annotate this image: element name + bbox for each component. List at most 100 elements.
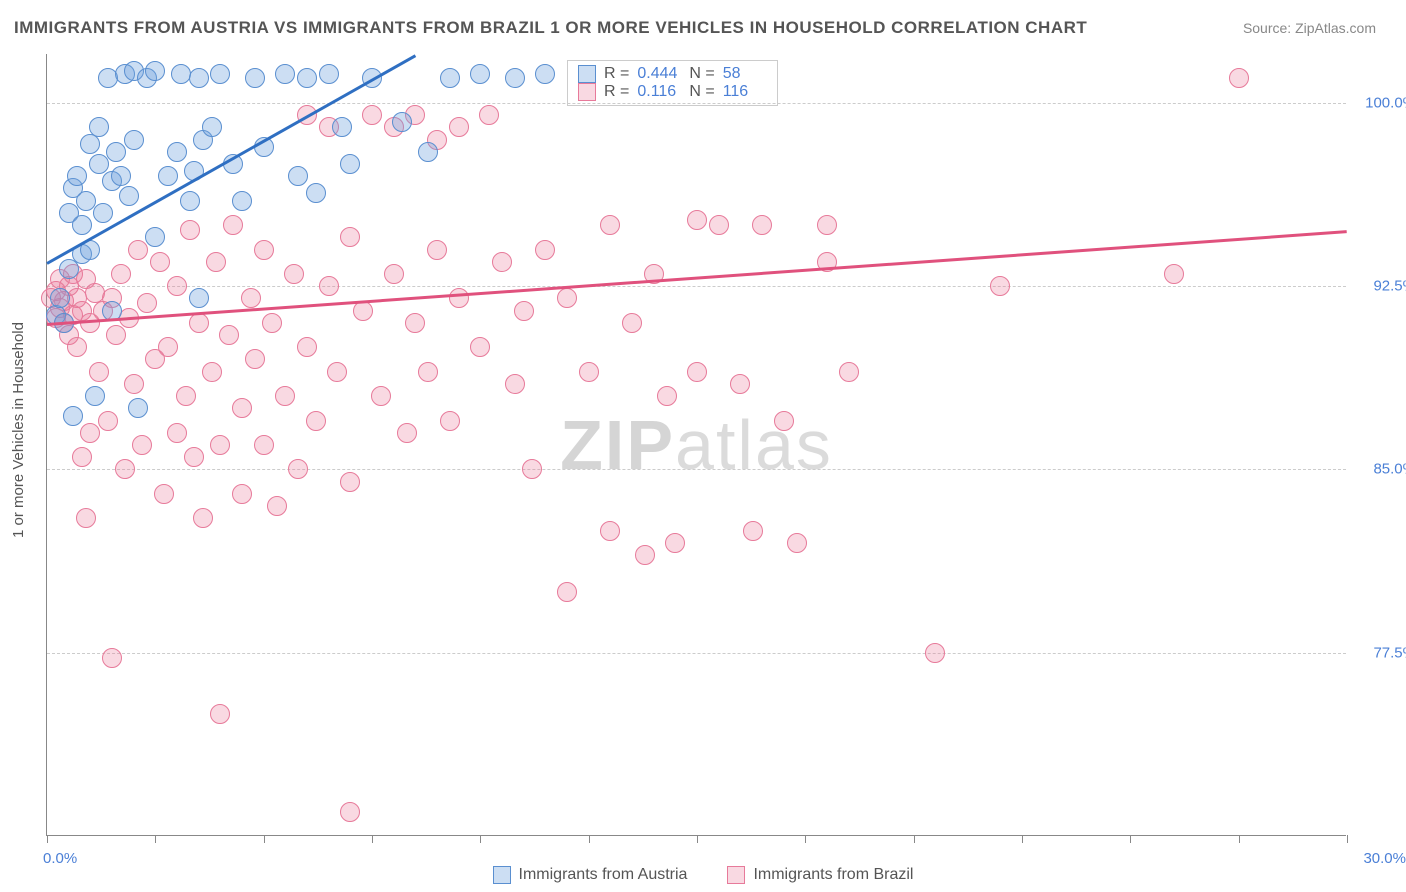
data-point-brazil xyxy=(288,459,308,479)
x-tick xyxy=(914,835,915,843)
data-point-austria xyxy=(470,64,490,84)
data-point-brazil xyxy=(89,362,109,382)
data-point-brazil xyxy=(210,704,230,724)
data-point-brazil xyxy=(990,276,1010,296)
data-point-brazil xyxy=(180,220,200,240)
data-point-brazil xyxy=(687,362,707,382)
data-point-austria xyxy=(202,117,222,137)
x-tick xyxy=(589,835,590,843)
y-tick-label: 100.0% xyxy=(1356,94,1406,111)
data-point-brazil xyxy=(371,386,391,406)
data-point-austria xyxy=(145,227,165,247)
series-legend: Immigrants from Austria Immigrants from … xyxy=(0,866,1406,884)
data-point-brazil xyxy=(132,435,152,455)
data-point-brazil xyxy=(579,362,599,382)
data-point-austria xyxy=(124,130,144,150)
data-point-brazil xyxy=(67,337,87,357)
data-point-austria xyxy=(167,142,187,162)
data-point-brazil xyxy=(384,264,404,284)
data-point-austria xyxy=(180,191,200,211)
data-point-brazil xyxy=(774,411,794,431)
x-end-label: 30.0% xyxy=(1363,850,1406,867)
data-point-brazil xyxy=(449,117,469,137)
x-tick xyxy=(1239,835,1240,843)
data-point-austria xyxy=(128,398,148,418)
data-point-austria xyxy=(80,134,100,154)
data-point-austria xyxy=(119,186,139,206)
swatch-brazil xyxy=(578,83,596,101)
data-point-brazil xyxy=(176,386,196,406)
r-label: R = xyxy=(604,83,629,101)
data-point-brazil xyxy=(557,582,577,602)
data-point-brazil xyxy=(210,435,230,455)
data-point-brazil xyxy=(327,362,347,382)
data-point-austria xyxy=(210,64,230,84)
data-point-brazil xyxy=(254,435,274,455)
data-point-brazil xyxy=(514,301,534,321)
data-point-austria xyxy=(245,68,265,88)
data-point-austria xyxy=(306,183,326,203)
data-point-austria xyxy=(189,288,209,308)
data-point-brazil xyxy=(505,374,525,394)
data-point-austria xyxy=(89,154,109,174)
legend-item-austria: Immigrants from Austria xyxy=(493,866,688,884)
data-point-brazil xyxy=(600,215,620,235)
data-point-brazil xyxy=(635,545,655,565)
data-point-brazil xyxy=(319,276,339,296)
data-point-brazil xyxy=(1164,264,1184,284)
data-point-brazil xyxy=(492,252,512,272)
x-tick xyxy=(805,835,806,843)
data-point-brazil xyxy=(297,337,317,357)
y-tick-label: 85.0% xyxy=(1356,461,1406,478)
data-point-brazil xyxy=(184,447,204,467)
data-point-brazil xyxy=(470,337,490,357)
data-point-brazil xyxy=(128,240,148,260)
x-tick xyxy=(1130,835,1131,843)
data-point-brazil xyxy=(687,210,707,230)
data-point-brazil xyxy=(275,386,295,406)
swatch-austria xyxy=(578,65,596,83)
gridline xyxy=(47,286,1346,287)
data-point-brazil xyxy=(340,802,360,822)
data-point-brazil xyxy=(124,374,144,394)
data-point-brazil xyxy=(418,362,438,382)
x-tick xyxy=(1347,835,1348,843)
data-point-brazil xyxy=(665,533,685,553)
y-axis-label: 1 or more Vehicles in Household xyxy=(10,322,27,538)
data-point-austria xyxy=(63,406,83,426)
x-tick xyxy=(480,835,481,843)
data-point-brazil xyxy=(657,386,677,406)
data-point-brazil xyxy=(362,105,382,125)
data-point-brazil xyxy=(262,313,282,333)
data-point-austria xyxy=(50,288,70,308)
y-tick-label: 92.5% xyxy=(1356,278,1406,295)
data-point-brazil xyxy=(557,288,577,308)
x-tick xyxy=(372,835,373,843)
data-point-brazil xyxy=(284,264,304,284)
legend-row-austria: R =0.444N =58 xyxy=(578,65,767,83)
n-value-austria: 58 xyxy=(723,65,767,83)
n-label: N = xyxy=(689,83,714,101)
gridline xyxy=(47,103,1346,104)
gridline xyxy=(47,469,1346,470)
data-point-brazil xyxy=(449,288,469,308)
data-point-brazil xyxy=(202,362,222,382)
data-point-austria xyxy=(440,68,460,88)
data-point-austria xyxy=(106,142,126,162)
data-point-austria xyxy=(392,112,412,132)
n-value-brazil: 116 xyxy=(723,83,767,101)
swatch-austria xyxy=(493,866,511,884)
legend-item-brazil: Immigrants from Brazil xyxy=(727,866,913,884)
r-value-brazil: 0.116 xyxy=(637,83,681,101)
data-point-brazil xyxy=(743,521,763,541)
legend-label-austria: Immigrants from Austria xyxy=(519,866,688,884)
scatter-plot-area: ZIPatlas R =0.444N =58R =0.116N =116 77.… xyxy=(46,54,1346,836)
data-point-brazil xyxy=(150,252,170,272)
x-tick xyxy=(1022,835,1023,843)
data-point-brazil xyxy=(111,264,131,284)
x-tick xyxy=(47,835,48,843)
data-point-brazil xyxy=(522,459,542,479)
data-point-brazil xyxy=(193,508,213,528)
data-point-brazil xyxy=(440,411,460,431)
data-point-austria xyxy=(297,68,317,88)
